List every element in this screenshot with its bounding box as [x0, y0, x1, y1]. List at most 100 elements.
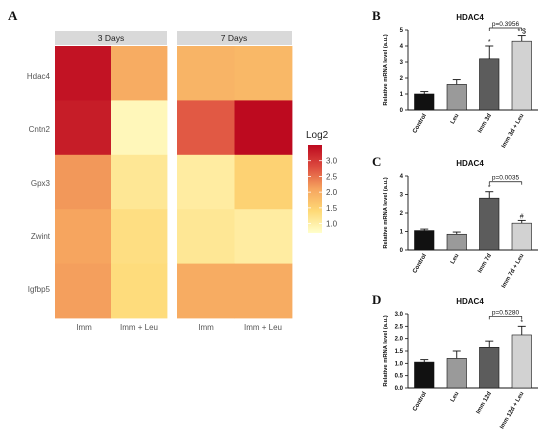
bar-chart-b: HDAC4 0 1 2 3 4 5 Relative mRNA level (a.u.) Co…	[383, 13, 538, 149]
facet-strip	[177, 31, 292, 45]
bar-imm-7d	[479, 197, 500, 251]
legend-tick-label: 2.5	[326, 172, 338, 181]
y-tick-label: 0	[400, 248, 404, 254]
y-tick-label: 1	[400, 230, 404, 236]
bar-control	[414, 361, 435, 389]
heatmap-cell-gpx3-imm	[55, 154, 112, 210]
heatmap-cell-gpx3-imm	[177, 154, 235, 210]
chart-title: HDAC4	[456, 297, 484, 306]
facet-title-7-days: 7 Days	[221, 33, 247, 43]
heatmap-cell-hdac4-imm-leu	[111, 46, 168, 101]
significance-marker: #	[520, 213, 524, 220]
heatmap-col-label: Imm + Leu	[244, 323, 282, 332]
heatmap-facet-3-days: 3 Days Imm Imm + Leu	[55, 31, 168, 332]
x-category-label: Imm 12d	[476, 391, 494, 415]
heatmap-cell-cntn2-imm-leu	[234, 100, 293, 156]
x-category-label: Control	[412, 253, 428, 275]
p-value-label: p=0.3956	[492, 21, 520, 28]
y-tick-label: 2	[400, 211, 404, 217]
legend-title: Log2	[306, 130, 329, 141]
x-category-label: Control	[412, 391, 428, 413]
bar-leu	[446, 233, 467, 251]
p-value-label: p=0.0035	[492, 175, 520, 182]
facet-strip	[55, 31, 167, 45]
x-category-label: Imm 7d + Leu	[501, 253, 526, 290]
heatmap-col-label: Imm + Leu	[120, 323, 158, 332]
y-tick-label: 4	[400, 44, 404, 50]
y-tick-label: 1.5	[395, 349, 404, 355]
heatmap-cell-cntn2-imm	[177, 100, 235, 156]
legend-colorbar	[308, 145, 322, 233]
y-tick-label: 1	[400, 92, 404, 98]
x-category-label: Leu	[450, 253, 461, 266]
bar-imm-12d	[479, 346, 500, 389]
heatmap-cell-hdac4-imm-leu	[234, 46, 293, 101]
x-category-label: Imm 3d	[477, 113, 493, 134]
color-legend: Log2 1.0 1.5 2.0 2.5 3.0	[306, 130, 338, 233]
heatmap-cell-igfbp5-imm-leu	[234, 263, 293, 319]
heatmap-cell-hdac4-imm	[177, 46, 235, 101]
heatmap-row-labels: Hdac4 Cntn2 Gpx3 Zwint Igfbp5	[27, 72, 51, 294]
y-tick-label: 2.5	[395, 324, 404, 330]
heatmap-cell-zwint-imm-leu	[111, 209, 168, 264]
bar-leu	[446, 84, 467, 111]
y-axis-label: Relative mRNA level (a.u.)	[383, 34, 389, 105]
x-category-label: Leu	[450, 113, 461, 126]
y-tick-label: 0.5	[395, 374, 404, 380]
y-tick-label: 3	[400, 60, 404, 66]
heatmap-cell-gpx3-imm-leu	[111, 154, 168, 210]
bar-chart-d: HDAC4 0.0 0.5 1.0 1.5 2.0 2.5 3.0 Relative mRNA…	[383, 297, 538, 430]
heatmap-cell-gpx3-imm-leu	[234, 154, 293, 210]
bar-control	[414, 93, 435, 111]
x-category-label: Imm 12d + Leu	[499, 391, 525, 431]
y-tick-label: 3.0	[395, 312, 404, 318]
heatmap-cell-igfbp5-imm	[55, 263, 112, 319]
gene-label-cntn2: Cntn2	[29, 125, 51, 134]
heatmap-cell-cntn2-imm	[55, 100, 112, 156]
heatmap-cell-igfbp5-imm-leu	[111, 263, 168, 319]
panel-label-c: C	[372, 154, 381, 169]
y-tick-label: 4	[400, 174, 404, 180]
y-axis-label: Relative mRNA level (a.u.)	[383, 315, 389, 386]
legend-tick-label: 2.0	[326, 188, 338, 197]
bar-imm-7d-leu	[511, 222, 532, 251]
significance-marker: *	[488, 185, 491, 192]
y-tick-label: 0.0	[395, 386, 404, 392]
gene-label-zwint: Zwint	[31, 232, 51, 241]
heatmap-cell-cntn2-imm-leu	[111, 100, 168, 156]
heatmap-cell-igfbp5-imm	[177, 263, 235, 319]
heatmap-cell-hdac4-imm	[55, 46, 112, 101]
y-tick-label: 2	[400, 76, 404, 82]
heatmap-cell-zwint-imm	[177, 209, 235, 264]
significance-marker: * $	[517, 29, 526, 36]
chart-title: HDAC4	[456, 159, 484, 168]
p-value-label: p=0.5280	[492, 309, 520, 316]
x-category-label: Imm 7d	[477, 253, 493, 274]
bar-imm-3d-leu	[511, 40, 532, 111]
heatmap-col-label: Imm	[198, 323, 214, 332]
legend-ticks: 1.0 1.5 2.0 2.5 3.0	[308, 157, 338, 229]
gene-label-igfbp5: Igfbp5	[28, 285, 51, 294]
x-category-label: Control	[412, 113, 428, 135]
gene-label-hdac4: Hdac4	[27, 72, 51, 81]
x-category-label: Leu	[450, 391, 461, 404]
heatmap-col-label: Imm	[76, 323, 92, 332]
heatmap-cells	[177, 46, 293, 319]
x-category-label: Imm 3d + Leu	[501, 113, 526, 150]
legend-tick-label: 1.0	[326, 220, 338, 229]
bar-imm-3d	[479, 58, 500, 111]
heatmap-facet-7-days: 7 Days Imm Imm + Leu	[177, 31, 293, 332]
legend-tick-label: 3.0	[326, 157, 338, 166]
y-tick-label: 3	[400, 193, 404, 199]
heatmap-cell-zwint-imm	[55, 209, 112, 264]
y-tick-label: 1.0	[395, 361, 404, 367]
bar-chart-c: HDAC4 0 1 2 3 4 Relative mRNA level (a.u.) Con…	[383, 159, 538, 289]
y-tick-label: 0	[400, 108, 404, 114]
y-tick-label: 2.0	[395, 337, 404, 343]
bar-control	[414, 230, 435, 251]
panel-label-b: B	[372, 8, 381, 23]
bar-leu	[446, 358, 467, 389]
significance-marker: *	[520, 319, 523, 326]
y-axis-label: Relative mRNA level (a.u.)	[383, 177, 389, 248]
